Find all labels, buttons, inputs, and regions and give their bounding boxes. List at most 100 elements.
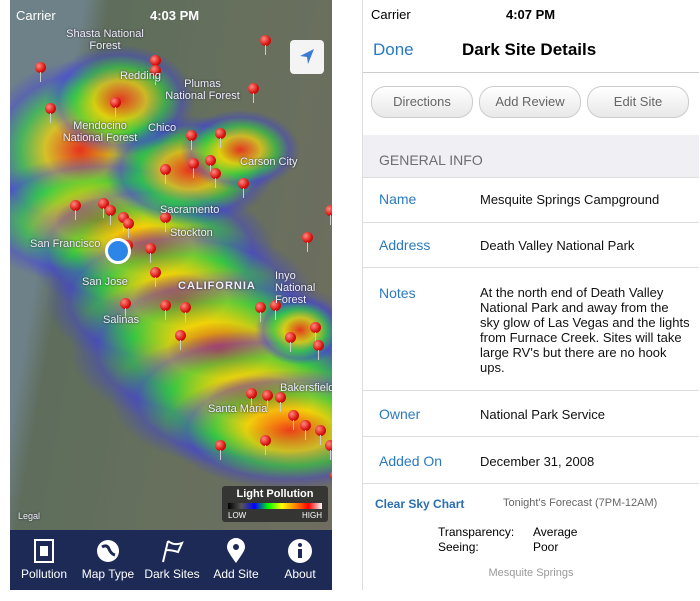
site-pin[interactable] — [315, 425, 326, 445]
forecast-label: Seeing: — [438, 540, 479, 554]
site-pin[interactable] — [330, 470, 332, 481]
site-pin[interactable] — [246, 388, 257, 408]
site-pin[interactable] — [270, 300, 281, 320]
site-pin[interactable] — [123, 218, 134, 238]
site-pin[interactable] — [180, 302, 191, 322]
site-pin[interactable] — [300, 420, 311, 440]
tab-bar: Pollution Map Type Dark Sites Add Site A… — [10, 530, 332, 590]
forecast-value: Average — [533, 525, 578, 539]
site-pin[interactable] — [260, 35, 271, 55]
tab-icon — [97, 540, 119, 562]
site-pin[interactable] — [275, 392, 286, 412]
tab-label: Pollution — [20, 567, 68, 581]
site-pin[interactable] — [255, 302, 266, 322]
map-label: Santa Maria — [208, 403, 268, 415]
site-pin[interactable] — [186, 130, 197, 150]
tab-label: Dark Sites — [144, 567, 200, 581]
section-title: GENERAL INFO — [379, 152, 483, 168]
action-button[interactable]: Directions — [371, 86, 473, 118]
tab-icon — [227, 538, 245, 563]
map-label: Inyo National Forest — [275, 270, 316, 306]
legend-title: Light Pollution — [236, 488, 314, 500]
site-pin[interactable] — [150, 267, 161, 287]
site-pin[interactable] — [120, 298, 131, 318]
field-row: Address Death Valley National Park — [363, 223, 699, 268]
site-pin[interactable] — [45, 103, 56, 123]
field-row: Name Mesquite Springs Campground — [363, 178, 699, 223]
forecast-value: Poor — [533, 540, 559, 554]
tab[interactable]: Pollution — [12, 530, 76, 590]
tab[interactable]: Add Site — [204, 530, 268, 590]
site-pin[interactable] — [248, 83, 259, 103]
site-pin[interactable] — [175, 330, 186, 350]
field-value: Mesquite Springs Campground — [480, 192, 660, 207]
site-pin[interactable] — [325, 205, 332, 225]
field-row: Notes At the north end of Death Valley Na… — [363, 268, 699, 391]
field-row: Added On December 31, 2008 — [363, 437, 699, 484]
site-pin[interactable] — [310, 322, 321, 342]
map-label: Bakersfield — [280, 382, 332, 394]
legal-link[interactable]: Legal — [18, 511, 41, 521]
map-label: Shasta National Forest — [66, 28, 144, 52]
field-value: December 31, 2008 — [480, 454, 595, 469]
tab-icon — [34, 539, 54, 563]
site-pin[interactable] — [210, 168, 221, 188]
map-label: Mendocino National Forest — [62, 120, 138, 144]
field-label: Name — [379, 191, 417, 207]
tab[interactable]: About — [268, 530, 332, 590]
heat-glow — [180, 110, 300, 190]
locate-icon — [300, 49, 314, 64]
site-pin[interactable] — [313, 340, 324, 360]
site-pin[interactable] — [215, 128, 226, 148]
section-header: GENERAL INFO — [363, 135, 699, 178]
site-pin[interactable] — [70, 200, 81, 220]
map[interactable]: Shasta National Forest Redding Plumas Na… — [10, 0, 332, 530]
tab[interactable]: Dark Sites — [140, 530, 204, 590]
site-pin[interactable] — [150, 65, 161, 85]
site-pin[interactable] — [188, 158, 199, 178]
clear-sky-chart[interactable]: Clear Sky Chart Tonight's Forecast (7PM-… — [363, 484, 699, 590]
tab[interactable]: Map Type — [76, 530, 140, 590]
site-pin[interactable] — [288, 410, 299, 430]
field-label: Owner — [379, 406, 421, 422]
site-pin[interactable] — [35, 62, 46, 82]
site-pin[interactable] — [145, 243, 156, 263]
site-pin[interactable] — [215, 440, 226, 460]
map-label: San Francisco — [30, 238, 101, 250]
legend-high: HIGH — [302, 511, 322, 520]
site-pin[interactable] — [238, 178, 249, 198]
locate-button[interactable] — [290, 40, 324, 74]
map-label: Plumas National Forest — [165, 78, 240, 102]
carrier: Carrier — [16, 8, 56, 23]
field-row: Owner National Park Service — [363, 391, 699, 437]
forecast-title: Tonight's Forecast (7PM-12AM) — [503, 497, 658, 509]
site-pin[interactable] — [160, 164, 171, 184]
map-screen: Shasta National Forest Redding Plumas Na… — [10, 0, 332, 590]
site-pin[interactable] — [302, 232, 313, 252]
site-pin[interactable] — [260, 435, 271, 455]
chart-title: Clear Sky Chart — [375, 497, 465, 511]
site-pin[interactable] — [205, 155, 216, 175]
field-label: Added On — [379, 453, 443, 469]
action-button[interactable]: Add Review — [479, 86, 581, 118]
current-location — [105, 238, 131, 264]
site-pin[interactable] — [98, 198, 109, 218]
site-pin[interactable] — [105, 205, 116, 225]
site-pin[interactable] — [285, 332, 296, 352]
status-time: 4:03 PM — [150, 8, 200, 23]
details-screen: Carrier 4:07 PM Done Dark Site Details D… — [362, 0, 699, 590]
site-pin[interactable] — [325, 440, 332, 460]
done-button[interactable]: Done — [373, 40, 414, 59]
site-pin[interactable] — [160, 212, 171, 232]
tab-label: About — [284, 567, 316, 581]
forecast-label: Transparency: — [438, 525, 515, 539]
site-pin[interactable] — [262, 390, 273, 410]
map-label: Redding — [120, 70, 161, 82]
action-button[interactable]: Edit Site — [587, 86, 689, 118]
map-label: CALIFORNIA — [178, 280, 256, 292]
site-pin[interactable] — [160, 300, 171, 320]
tab-icon — [288, 539, 312, 563]
legend-low: LOW — [228, 511, 247, 520]
site-pin[interactable] — [110, 97, 121, 117]
